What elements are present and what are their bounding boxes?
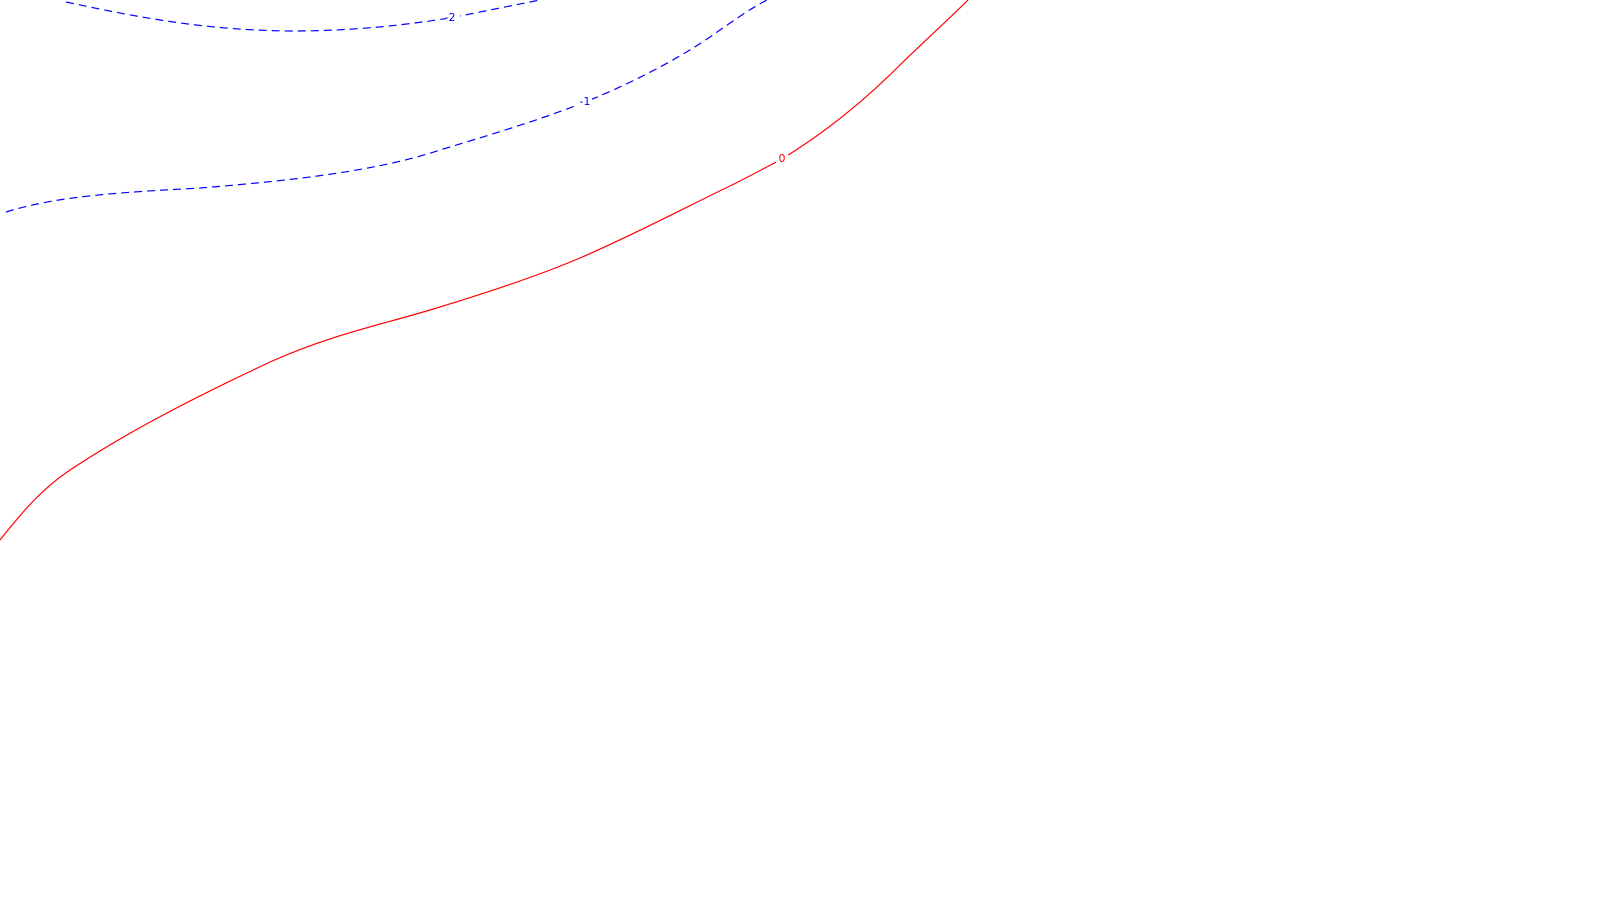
contour-label-minus-2: -2 [445, 11, 456, 24]
contour-label-bg-minus-1 [578, 93, 592, 107]
contour-label-zero: 0 [779, 152, 786, 165]
contour-label-bg-zero [776, 151, 788, 165]
contour-label-minus-1: -1 [580, 95, 591, 108]
contour-line-minus-2 [65, 0, 541, 32]
contour-label-bg-minus-2 [446, 10, 460, 24]
contour-line-minus-1 [5, 0, 768, 213]
contour-line-zero [0, 0, 969, 541]
